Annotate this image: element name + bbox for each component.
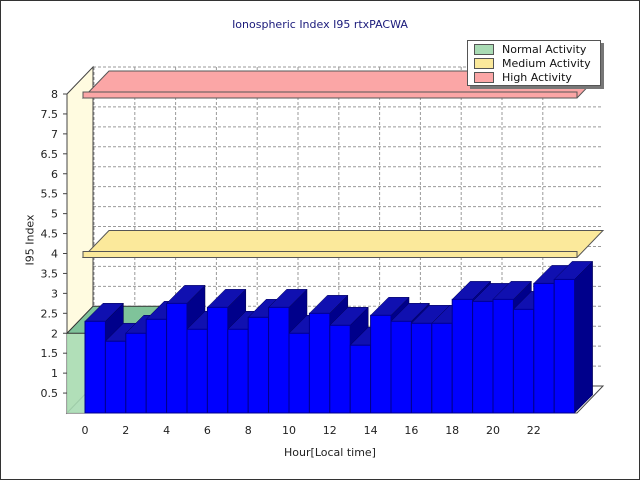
y-tick-label: 0.5 <box>41 387 59 400</box>
bar <box>492 298 514 414</box>
legend-label-normal: Normal Activity <box>502 42 587 56</box>
band-medium-front <box>82 251 578 258</box>
y-tick-label: 8 <box>51 88 58 101</box>
y-tick-label: 4 <box>51 248 58 261</box>
bar <box>533 282 555 414</box>
y-tick-label: 2 <box>51 327 58 340</box>
bar <box>370 314 392 414</box>
legend-item-normal: Normal Activity <box>474 42 586 56</box>
bar <box>349 344 372 414</box>
chart-title: Ionospheric Index I95 rtxPACWA <box>232 18 408 31</box>
bar <box>227 328 249 414</box>
y-tick-label: 5 <box>51 208 58 221</box>
y-axis-label: I95 Index <box>23 214 37 266</box>
bar-side <box>574 260 593 414</box>
y-tick-label: 7 <box>51 128 58 141</box>
y-tick-label: 6.5 <box>41 148 59 161</box>
bar <box>390 320 412 414</box>
bar <box>288 332 310 414</box>
x-tick-label: 12 <box>323 424 337 437</box>
bar <box>84 320 106 414</box>
y-tick-label: 2.5 <box>41 307 59 320</box>
y-tick-label: 1.5 <box>41 347 59 360</box>
legend-swatch-medium <box>474 57 494 69</box>
bar <box>329 324 351 414</box>
x-tick-label: 22 <box>527 424 541 437</box>
legend-item-high: High Activity <box>474 70 572 84</box>
bar <box>410 322 433 414</box>
bar <box>104 340 127 414</box>
x-tick-label: 4 <box>163 424 170 437</box>
x-tick-label: 20 <box>486 424 500 437</box>
x-tick-label: 0 <box>82 424 89 437</box>
y-tick-label: 1 <box>51 367 58 380</box>
bar <box>512 308 535 414</box>
bar <box>186 328 208 414</box>
legend-item-medium: Medium Activity <box>474 56 591 70</box>
x-tick-label: 18 <box>445 424 459 437</box>
y-tick-label: 7.5 <box>41 108 59 121</box>
x-tick-label: 8 <box>245 424 252 437</box>
y-tick-label: 4.5 <box>41 228 59 241</box>
bar <box>206 306 229 414</box>
legend: Normal Activity Medium Activity High Act… <box>467 40 601 86</box>
band-high-front <box>82 91 578 99</box>
bar <box>553 278 576 414</box>
bar <box>431 322 453 414</box>
x-tick-label: 16 <box>404 424 418 437</box>
y-tick-label: 3 <box>51 287 58 300</box>
bar <box>268 306 290 414</box>
bar <box>125 332 147 414</box>
bar <box>166 302 188 414</box>
x-tick-label: 6 <box>204 424 211 437</box>
bar <box>308 312 331 414</box>
legend-label-high: High Activity <box>502 70 572 84</box>
bar <box>247 316 270 414</box>
x-tick-label: 10 <box>282 424 296 437</box>
bar <box>145 318 168 414</box>
bar <box>472 300 494 414</box>
y-tick-label: 5.5 <box>41 188 59 201</box>
y-tick-label: 3.5 <box>41 267 59 280</box>
x-axis-label: Hour[Local time] <box>284 446 376 459</box>
legend-label-medium: Medium Activity <box>502 56 591 70</box>
x-tick-label: 14 <box>364 424 378 437</box>
legend-swatch-high <box>474 71 494 83</box>
x-tick-label: 2 <box>122 424 129 437</box>
y-tick-label: 6 <box>51 168 58 181</box>
bar <box>451 298 474 414</box>
legend-swatch-normal <box>474 43 494 55</box>
